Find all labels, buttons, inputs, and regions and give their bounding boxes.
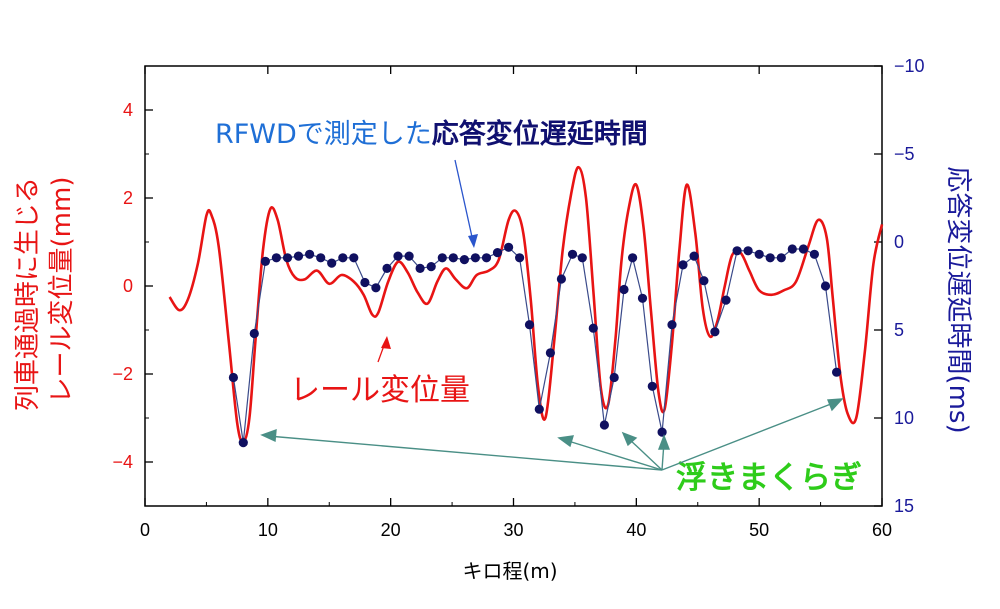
left-y-tick-label: −4 [112,452,133,472]
left-y-axis-label: 列車通過時に生じる レール変位量(mm) [13,169,77,411]
delay-time-point [524,320,535,330]
left-y-tick-label: 0 [123,276,133,296]
delay-time-point [293,251,304,261]
x-tick-label: 20 [381,520,401,540]
x-tick-label: 30 [503,520,523,540]
delay-time-point [327,258,337,268]
delay-time-point [609,372,619,383]
x-tick-label: 10 [258,520,278,540]
delay-time-point [710,327,720,337]
delay-time-point [588,323,598,333]
delay-time-point [545,348,556,358]
delay-time-point [657,427,667,437]
delay-time-point [743,246,753,256]
delay-time-point [832,367,842,377]
delay-time-point [238,438,248,448]
delay-time-point [260,256,270,266]
delay-time-point [689,251,699,261]
left-y-tick-label: 4 [123,100,133,120]
delay-time-point [426,262,436,272]
delay-time-point [637,293,648,303]
delay-time-point [393,251,403,261]
delay-time-point [765,253,775,263]
delay-time-point [732,246,742,256]
delay-time-point [820,281,831,291]
delay-time-point [534,404,544,414]
delay-time-point [556,274,567,284]
delay-time-point [647,381,657,391]
x-tick-label: 0 [140,520,150,540]
x-axis-label: キロ程(m) [462,559,557,583]
delay-time-point [415,263,425,273]
left-y-axis-label-line2: レール変位量(mm) [47,177,77,404]
right-y-tick-label: −10 [894,56,925,76]
annotation-delay-arrow [454,159,475,247]
left-y-tick-label: −2 [112,364,133,384]
delay-time-point [382,263,392,273]
annotation-rail: レール変位量 [290,373,470,408]
delay-time-point [448,253,458,263]
delay-time-point [316,253,326,263]
delay-time-point [249,328,259,339]
delay-time-point [371,283,381,293]
delay-time-point [721,295,731,305]
delay-time-point [699,276,709,286]
delay-time-point [798,244,809,254]
annotation-delay-arrowhead [468,234,478,248]
right-y-tick-label: −5 [894,144,915,164]
right-y-tick-label: 5 [894,320,904,340]
delay-time-point [338,253,348,263]
delay-time-point [271,253,281,263]
right-y-axis: −10 −5 0 5 10 15 [874,56,925,516]
annotation-delay-prefix: RFWDで測定した [215,119,432,150]
right-y-tick-label: 10 [894,408,914,428]
delay-time-point [754,249,764,259]
x-tick-label: 40 [626,520,646,540]
delay-time-point [360,277,370,288]
delay-time-point [349,253,359,263]
right-y-tick-label: 15 [894,496,914,516]
x-axis: 0 10 20 30 40 50 60 [140,66,892,540]
delay-time-point [567,249,578,259]
delay-time-point [577,253,587,263]
annotation-delay: RFWDで測定した応答変位遅延時間 [215,118,648,150]
annotation-delay-bold: 応答変位遅延時間 [432,118,648,150]
right-y-tick-label: 0 [894,232,904,252]
delay-time-point [481,253,492,263]
delay-time-point [504,242,514,252]
delay-time-point [228,372,238,383]
left-y-axis: −4 −2 0 2 4 [112,65,153,507]
delay-time-point [787,244,797,254]
delay-time-point [678,260,688,270]
delay-time-point [809,249,820,259]
delay-time-point [437,253,447,263]
delay-time-point [776,253,786,263]
delay-time-point [628,253,638,263]
left-y-tick-label: 2 [123,188,133,208]
delay-time-point [282,253,293,263]
delay-time-point [619,284,629,295]
x-tick-label: 50 [749,520,769,540]
right-y-axis-label: 応答変位遅延時間(ms) [943,166,973,433]
delay-time-point [599,420,610,430]
delay-time-point [515,253,525,263]
annotation-floating-sleeper: 浮きまくらぎ [676,460,862,496]
annotation-rail-arrowhead [381,336,391,349]
delay-time-point [459,255,469,265]
delay-time-point [470,253,480,263]
series-delay-time-markers [228,242,842,448]
annotation-floating-sleeper-arrows [260,398,844,471]
delay-time-point [305,249,315,259]
series-rail-displacement-line [168,165,884,444]
delay-time-point [492,248,503,258]
delay-time-point [404,251,414,261]
left-y-axis-label-line1: 列車通過時に生じる [13,177,43,411]
delay-time-point [667,320,677,330]
x-tick-label: 60 [872,520,892,540]
